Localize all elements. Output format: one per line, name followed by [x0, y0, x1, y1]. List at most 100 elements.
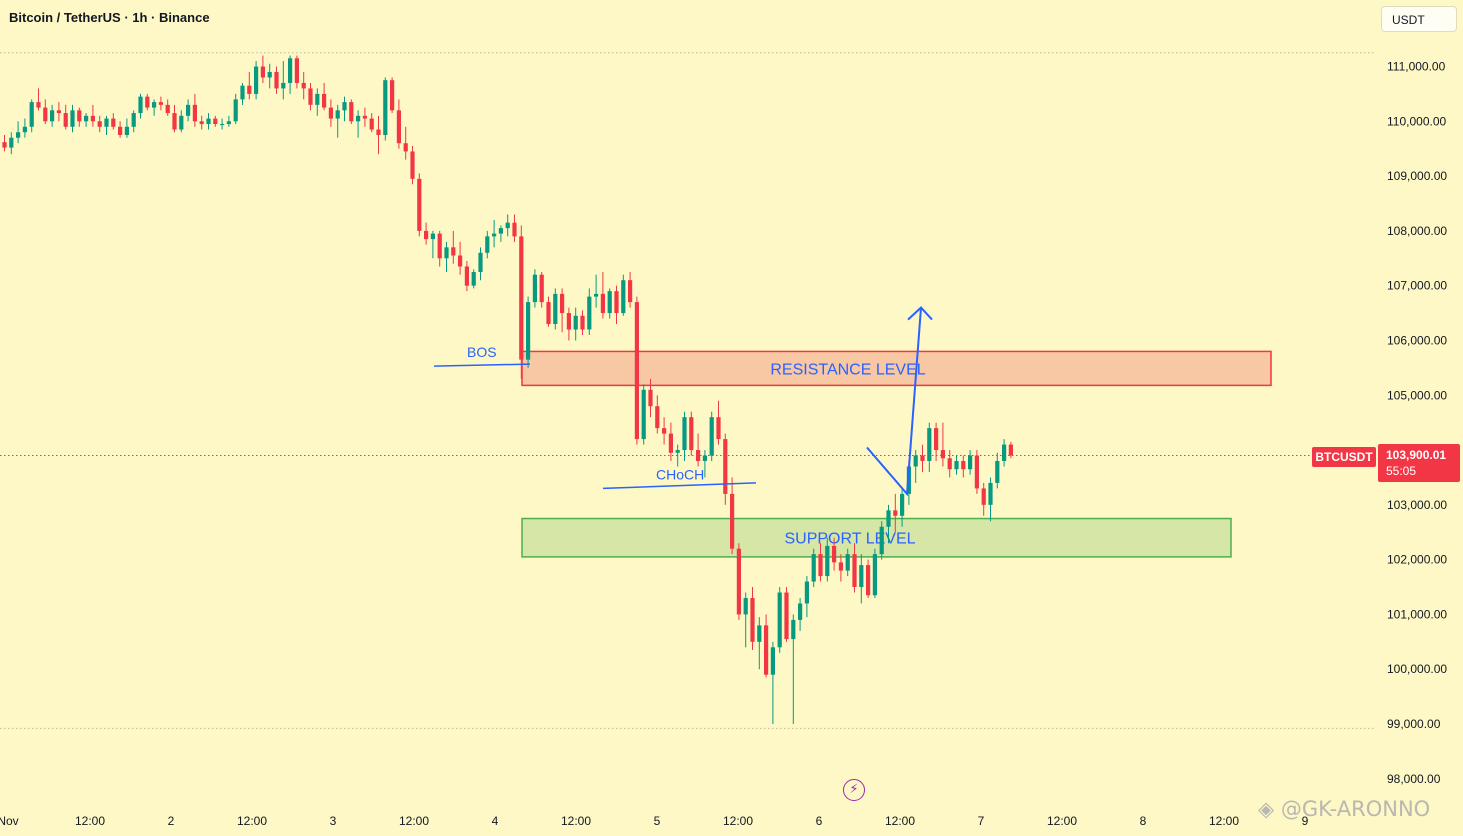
lightning-icon[interactable]: ⚡: [843, 779, 865, 801]
horizontal-dotted-lines: [0, 52, 1376, 729]
candle: [736, 543, 741, 620]
candle: [832, 537, 837, 571]
price-axis[interactable]: 98,000.00 99,000.00 100,000.00 101,000.00 10…: [1387, 60, 1447, 786]
chart-title: Bitcoin / TetherUS · 1h · Binance: [9, 10, 210, 25]
candle: [213, 115, 218, 127]
resistance-label: RESISTANCE LEVEL: [770, 361, 925, 378]
candle: [288, 55, 293, 94]
candle: [36, 88, 41, 111]
candle: [777, 587, 782, 653]
projection-arrowhead: [907, 306, 933, 321]
candle: [498, 225, 503, 242]
candle: [886, 504, 891, 544]
candle: [349, 99, 354, 125]
time-tick-label: 2: [168, 814, 175, 828]
candle: [294, 55, 299, 89]
candle: [934, 422, 939, 462]
candle: [356, 110, 361, 138]
price-tick-label: 108,000.00: [1387, 224, 1447, 238]
candle: [818, 543, 823, 582]
candle: [655, 395, 660, 434]
currency-button[interactable]: USDT: [1381, 6, 1457, 32]
price-tick-label: 109,000.00: [1387, 169, 1447, 183]
time-tick-label: 12:00: [885, 814, 915, 828]
candle: [607, 288, 612, 319]
choch-line[interactable]: [602, 482, 757, 490]
time-axis[interactable]: Nov 12:00 2 12:00 3 12:00 4 12:00 5 12:00 6 12:00 7 1…: [0, 814, 1309, 828]
candle: [600, 271, 605, 319]
candle: [29, 99, 34, 133]
candle: [16, 121, 21, 144]
candle: [968, 450, 973, 475]
candle: [301, 71, 306, 100]
time-tick-label: 12:00: [237, 814, 267, 828]
candle: [614, 285, 619, 325]
candle: [621, 274, 626, 316]
time-tick-label: 6: [816, 814, 823, 828]
support-zone[interactable]: [521, 517, 1232, 558]
candle: [124, 118, 129, 138]
candle: [974, 450, 979, 494]
time-tick-label: 7: [978, 814, 985, 828]
projection-arrow[interactable]: [866, 307, 922, 497]
candle: [111, 113, 116, 130]
candle: [403, 126, 408, 160]
candle: [430, 230, 435, 259]
candle: [84, 113, 89, 127]
candle: [553, 288, 558, 330]
candle: [512, 214, 517, 242]
candle: [383, 77, 388, 141]
candle: [90, 104, 95, 127]
candle: [587, 288, 592, 335]
candle: [872, 548, 877, 598]
candle: [947, 450, 952, 478]
candle: [240, 82, 245, 105]
time-tick-label: 12:00: [399, 814, 429, 828]
candle: [811, 548, 816, 588]
candle: [675, 444, 680, 467]
candle: [97, 115, 102, 133]
candle: [770, 641, 775, 725]
candle: [505, 214, 510, 237]
candle: [628, 271, 633, 308]
candle: [43, 99, 48, 125]
resistance-zone[interactable]: [521, 350, 1272, 387]
time-tick-label: 12:00: [1047, 814, 1077, 828]
candle: [362, 107, 367, 127]
candle: [709, 411, 714, 462]
candle: [260, 55, 265, 83]
candle: [131, 110, 136, 133]
candle: [859, 554, 864, 604]
time-tick-label: 12:00: [75, 814, 105, 828]
candle: [689, 411, 694, 456]
candle: [961, 455, 966, 478]
candle: [696, 433, 701, 467]
candle: [63, 104, 68, 130]
candle: [226, 115, 231, 127]
candle: [716, 400, 721, 445]
bos-line[interactable]: [433, 363, 531, 367]
price-tick-label: 101,000.00: [1387, 607, 1447, 621]
candle: [526, 296, 531, 368]
time-tick-label: 5: [654, 814, 661, 828]
watermark: ◈ @GK-ARONNO: [1258, 797, 1431, 821]
candle: [519, 225, 524, 379]
candle: [247, 71, 252, 100]
candle: [281, 61, 286, 100]
candle: [784, 587, 789, 642]
candles: [2, 55, 1013, 725]
candle: [254, 61, 259, 100]
annotations: BOS CHoCH: [433, 306, 933, 497]
candle: [981, 482, 986, 516]
candle: [369, 113, 374, 133]
candle: [913, 450, 918, 483]
candle: [410, 145, 415, 185]
candle: [492, 219, 497, 248]
price-tick-label: 102,000.00: [1387, 553, 1447, 567]
candle: [900, 488, 905, 527]
candle: [451, 230, 456, 264]
candle: [179, 110, 184, 133]
candle: [220, 118, 225, 130]
